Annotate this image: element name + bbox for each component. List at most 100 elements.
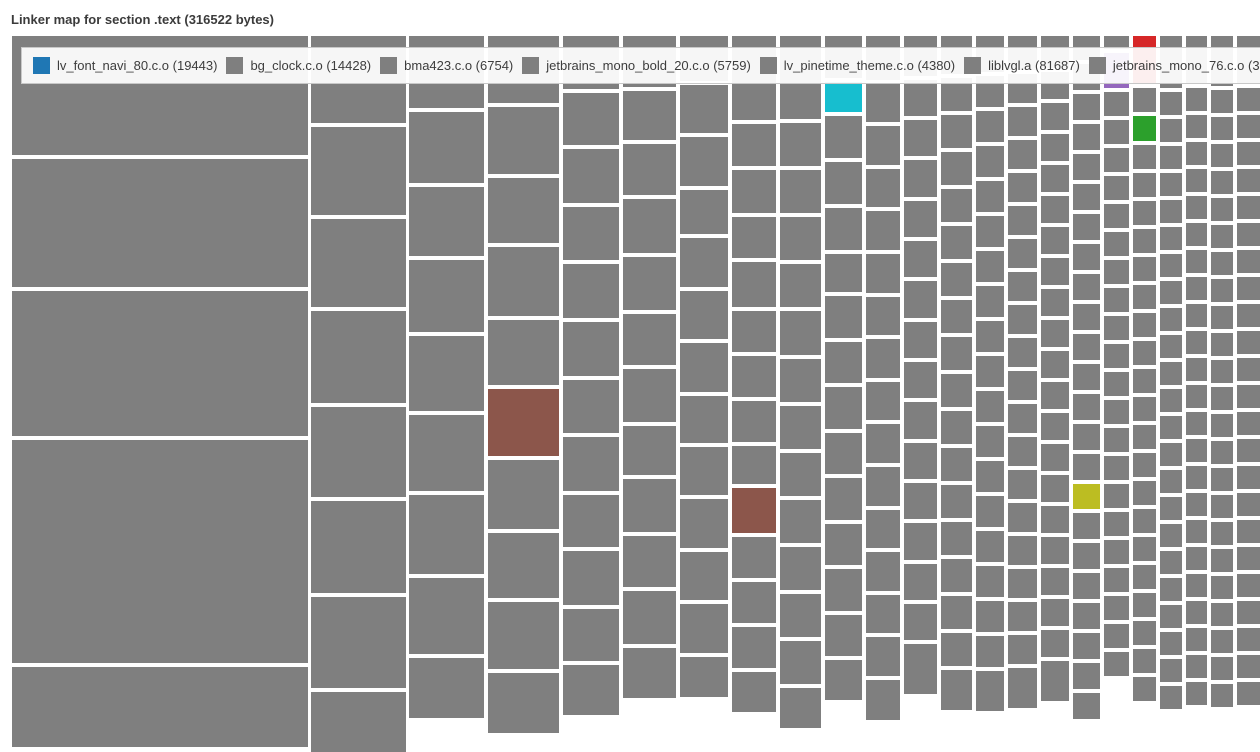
map-rect[interactable]	[1186, 439, 1207, 462]
map-rect[interactable]	[1104, 512, 1129, 536]
map-rect[interactable]	[1008, 338, 1037, 367]
map-rect[interactable]	[976, 566, 1004, 597]
map-rect[interactable]	[1160, 119, 1182, 142]
map-rect[interactable]	[825, 296, 862, 338]
map-rect[interactable]	[825, 254, 862, 292]
map-rect[interactable]	[1211, 171, 1233, 194]
map-rect[interactable]	[623, 369, 676, 422]
map-rect[interactable]	[1186, 493, 1207, 516]
map-rect[interactable]	[1133, 509, 1156, 533]
map-rect[interactable]	[1008, 206, 1037, 235]
map-rect[interactable]	[825, 208, 862, 250]
map-rect[interactable]	[623, 479, 676, 532]
map-rect[interactable]	[488, 107, 559, 174]
map-rect[interactable]	[1160, 605, 1182, 628]
map-rect[interactable]	[1008, 470, 1037, 499]
map-rect[interactable]	[1008, 107, 1037, 136]
map-rect[interactable]	[732, 627, 776, 668]
map-rect[interactable]	[941, 522, 972, 555]
map-rect[interactable]	[866, 169, 900, 207]
map-rect[interactable]	[1160, 281, 1182, 304]
map-rect[interactable]	[1211, 522, 1233, 545]
map-rect[interactable]	[1160, 146, 1182, 169]
map-rect[interactable]	[488, 247, 559, 316]
map-rect[interactable]	[1104, 484, 1129, 508]
map-rect[interactable]	[680, 604, 728, 653]
map-rect[interactable]	[1211, 549, 1233, 572]
map-rect[interactable]	[866, 510, 900, 548]
map-rect[interactable]	[1237, 547, 1260, 570]
map-rect[interactable]	[780, 641, 821, 684]
map-rect[interactable]	[1008, 404, 1037, 433]
map-rect[interactable]	[1133, 677, 1156, 701]
map-rect[interactable]	[623, 314, 676, 365]
map-rect[interactable]	[780, 594, 821, 637]
map-rect[interactable]	[904, 443, 937, 479]
map-rect[interactable]	[1104, 568, 1129, 592]
map-rect[interactable]	[563, 322, 619, 376]
map-rect[interactable]	[825, 660, 862, 700]
map-rect[interactable]	[941, 633, 972, 666]
map-rect[interactable]	[941, 485, 972, 518]
map-rect[interactable]	[1104, 204, 1129, 228]
map-rect[interactable]	[1160, 470, 1182, 493]
map-rect[interactable]	[1073, 513, 1100, 539]
map-rect[interactable]	[825, 615, 862, 656]
map-rect[interactable]	[904, 644, 937, 694]
map-rect[interactable]	[1211, 117, 1233, 140]
map-rect[interactable]	[1160, 416, 1182, 439]
map-rect[interactable]	[780, 170, 821, 213]
map-rect[interactable]	[1160, 632, 1182, 655]
map-rect[interactable]	[866, 297, 900, 335]
map-rect[interactable]	[409, 658, 484, 718]
map-rect[interactable]	[1211, 306, 1233, 329]
map-rect[interactable]	[1073, 663, 1100, 689]
map-rect[interactable]	[1133, 116, 1156, 141]
map-rect[interactable]	[680, 552, 728, 600]
map-rect[interactable]	[12, 667, 308, 747]
map-rect[interactable]	[976, 671, 1004, 711]
map-rect[interactable]	[1073, 394, 1100, 420]
map-rect[interactable]	[976, 286, 1004, 317]
map-rect[interactable]	[311, 219, 406, 307]
map-rect[interactable]	[680, 291, 728, 339]
map-rect[interactable]	[1237, 385, 1260, 408]
map-rect[interactable]	[1237, 466, 1260, 489]
map-rect[interactable]	[825, 524, 862, 565]
map-rect[interactable]	[1073, 214, 1100, 240]
map-rect[interactable]	[1211, 252, 1233, 275]
map-rect[interactable]	[976, 601, 1004, 632]
map-rect[interactable]	[780, 688, 821, 728]
map-rect[interactable]	[732, 672, 776, 712]
map-rect[interactable]	[1041, 537, 1069, 564]
map-rect[interactable]	[623, 536, 676, 587]
map-rect[interactable]	[12, 159, 308, 287]
map-rect[interactable]	[563, 93, 619, 145]
map-rect[interactable]	[1237, 196, 1260, 219]
map-rect[interactable]	[563, 551, 619, 605]
map-rect[interactable]	[780, 500, 821, 543]
map-rect[interactable]	[1133, 593, 1156, 617]
map-rect[interactable]	[976, 356, 1004, 387]
map-rect[interactable]	[941, 596, 972, 629]
map-rect[interactable]	[488, 460, 559, 529]
map-rect[interactable]	[1133, 257, 1156, 281]
map-rect[interactable]	[488, 320, 559, 385]
map-rect[interactable]	[1104, 456, 1129, 480]
map-rect[interactable]	[1041, 413, 1069, 440]
map-rect[interactable]	[1008, 173, 1037, 202]
map-rect[interactable]	[1041, 351, 1069, 378]
map-rect[interactable]	[1237, 169, 1260, 192]
map-rect[interactable]	[825, 342, 862, 383]
map-rect[interactable]	[1073, 274, 1100, 300]
map-rect[interactable]	[1160, 92, 1182, 115]
map-rect[interactable]	[409, 578, 484, 654]
map-rect[interactable]	[1008, 371, 1037, 400]
map-rect[interactable]	[1073, 484, 1100, 509]
map-rect[interactable]	[1073, 94, 1100, 120]
map-rect[interactable]	[732, 217, 776, 258]
map-rect[interactable]	[563, 207, 619, 260]
map-rect[interactable]	[825, 116, 862, 158]
map-rect[interactable]	[732, 356, 776, 397]
map-rect[interactable]	[1008, 140, 1037, 169]
